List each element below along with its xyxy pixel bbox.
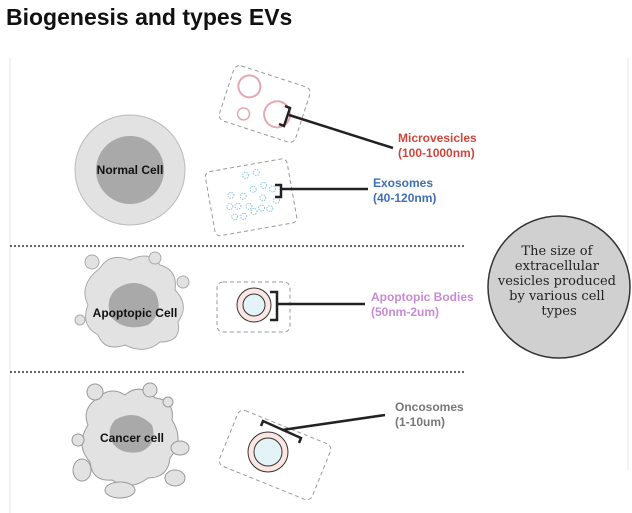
apoptopic-body-core (242, 293, 266, 317)
oncosomes-box (218, 409, 332, 501)
apoptopic-cell-label: Apoptopic Cell (93, 306, 178, 320)
exosomes-box (204, 158, 298, 237)
microvesicles-size: (100-1000nm) (398, 146, 475, 160)
exosomes-size: (40-120nm) (373, 191, 436, 205)
apoptopic-bodies-bracket (270, 290, 279, 322)
oncosome-core (253, 437, 283, 467)
microvesicles-box (218, 65, 311, 143)
apoptopic-bodies-label: Apoptopic Bodies (371, 290, 474, 304)
oncosomes-pointer (281, 413, 386, 432)
apoptopic-cell: Apoptopic Cell (74, 251, 190, 350)
microvesicles-pointer (288, 113, 394, 150)
apoptopic-bodies-size: (50nm-2um) (371, 305, 439, 319)
svg-text:The size of extracellula: The size of extracellular vesicles produ… (497, 244, 620, 319)
summary-line: types (541, 304, 576, 319)
oncosomes-label: Oncosomes (395, 400, 464, 414)
summary-line: by various cell (509, 289, 605, 304)
normal-cell-label: Normal Cell (97, 163, 164, 177)
summary-line: vesicles produced (497, 274, 616, 289)
summary-circle: The size of extracellular vesicles produ… (487, 215, 631, 359)
oncosomes-size: (1-10um) (395, 415, 445, 429)
apoptopic-bodies-box (216, 281, 291, 333)
page-title: Biogenesis and types EVs (6, 4, 293, 30)
cancer-cell-label: Cancer cell (100, 431, 164, 445)
exosomes-bracket (275, 183, 283, 199)
normal-cell: Normal Cell (74, 114, 186, 226)
microvesicles-bracket (278, 104, 292, 128)
summary-line: extracellular (515, 259, 600, 274)
microvesicles-label: Microvesicles (398, 131, 477, 145)
summary-line: The size of (521, 244, 593, 259)
cancer-cell: Cancer cell (71, 382, 190, 499)
exosomes-label: Exosomes (373, 176, 433, 190)
